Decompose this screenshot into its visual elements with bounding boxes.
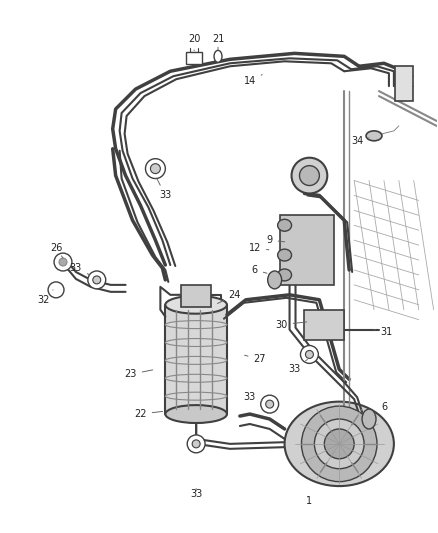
Ellipse shape bbox=[285, 402, 394, 486]
Circle shape bbox=[305, 351, 314, 358]
Bar bbox=[186, 52, 202, 64]
Text: 22: 22 bbox=[134, 409, 162, 419]
Ellipse shape bbox=[165, 296, 227, 314]
Text: 20: 20 bbox=[188, 35, 200, 51]
Text: 26: 26 bbox=[50, 243, 63, 258]
Ellipse shape bbox=[278, 219, 292, 231]
Text: 14: 14 bbox=[244, 75, 262, 86]
Circle shape bbox=[300, 345, 318, 364]
Ellipse shape bbox=[268, 271, 282, 289]
Text: 6: 6 bbox=[252, 265, 267, 275]
Circle shape bbox=[54, 253, 72, 271]
Text: 33: 33 bbox=[288, 359, 307, 374]
Text: 23: 23 bbox=[124, 369, 153, 379]
Circle shape bbox=[261, 395, 279, 413]
Ellipse shape bbox=[214, 51, 222, 62]
Text: 33: 33 bbox=[190, 489, 202, 498]
Text: 24: 24 bbox=[218, 290, 241, 303]
Circle shape bbox=[301, 406, 377, 482]
Text: 31: 31 bbox=[374, 327, 393, 336]
Circle shape bbox=[266, 400, 274, 408]
Bar bbox=[279, 215, 334, 285]
Text: 21: 21 bbox=[212, 35, 224, 50]
Text: 34: 34 bbox=[351, 136, 369, 146]
Circle shape bbox=[88, 271, 106, 289]
Ellipse shape bbox=[278, 269, 292, 281]
Text: 32: 32 bbox=[37, 290, 53, 305]
Text: 12: 12 bbox=[249, 243, 269, 253]
Text: 33: 33 bbox=[244, 392, 262, 402]
Ellipse shape bbox=[366, 131, 382, 141]
Circle shape bbox=[192, 440, 200, 448]
Circle shape bbox=[314, 419, 364, 469]
Bar bbox=[181, 285, 211, 307]
Ellipse shape bbox=[278, 249, 292, 261]
Bar bbox=[165, 305, 227, 414]
Text: 33: 33 bbox=[157, 178, 171, 200]
Circle shape bbox=[48, 282, 64, 298]
Circle shape bbox=[150, 164, 160, 174]
Circle shape bbox=[145, 159, 165, 179]
Ellipse shape bbox=[165, 405, 227, 423]
Ellipse shape bbox=[362, 409, 376, 429]
Bar bbox=[304, 310, 344, 340]
Text: 6: 6 bbox=[375, 402, 387, 415]
Bar bbox=[395, 66, 413, 101]
Text: 1: 1 bbox=[306, 496, 312, 505]
Circle shape bbox=[59, 258, 67, 266]
Circle shape bbox=[300, 166, 319, 185]
Text: 9: 9 bbox=[267, 235, 285, 245]
Circle shape bbox=[187, 435, 205, 453]
Text: 30: 30 bbox=[276, 320, 307, 329]
Circle shape bbox=[93, 276, 101, 284]
Text: 27: 27 bbox=[244, 354, 266, 365]
Circle shape bbox=[292, 158, 327, 193]
Circle shape bbox=[324, 429, 354, 459]
Text: 33: 33 bbox=[70, 263, 89, 274]
